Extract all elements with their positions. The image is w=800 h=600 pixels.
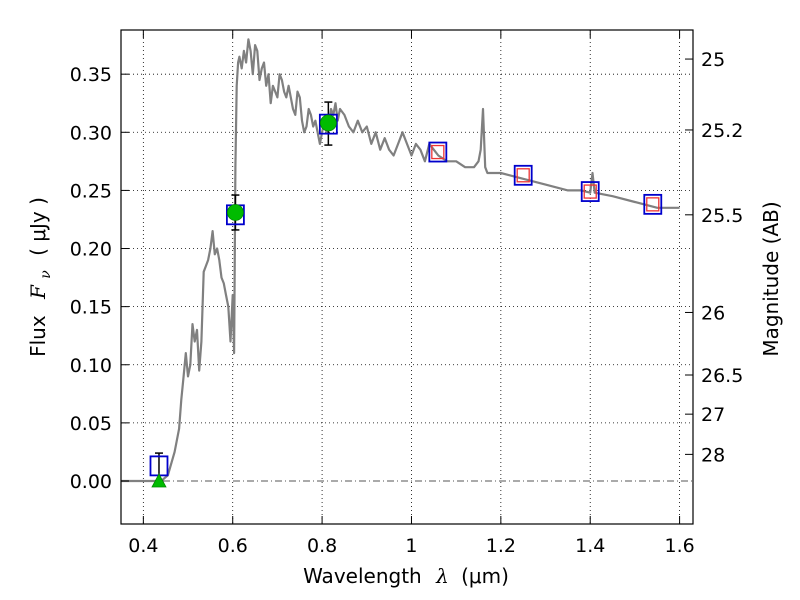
observed-flux-marker <box>580 181 600 202</box>
magnitude-tick-label: 27 <box>701 404 725 426</box>
grid-lines <box>121 30 693 524</box>
observed-flux-marker <box>643 193 663 215</box>
y-tick-labels: 0.00 0.05 0.10 0.15 0.20 0.25 0.30 0.35 <box>70 64 112 493</box>
y-tick-label: 0.25 <box>70 180 112 202</box>
y-tick-label: 0.15 <box>70 297 112 319</box>
x-tick-label: 1 <box>405 535 417 557</box>
y-tick-label: 0.05 <box>70 413 112 435</box>
y-axis-label-subscript: ν <box>38 270 54 279</box>
non-detection-marker <box>151 473 167 488</box>
x-axis-label-unit: (μm) <box>461 564 509 588</box>
x-tick-label: 0.6 <box>218 535 248 557</box>
x-axis-label-symbol: λ <box>435 564 449 588</box>
y-axis-label-text: Flux <box>26 315 50 357</box>
photometry-points <box>149 101 663 488</box>
model-flux-marker <box>583 184 597 199</box>
y-tick-label: 0.00 <box>70 471 112 493</box>
observed-flux-marker <box>513 164 533 186</box>
y-axis-label-unit: ( μJy ) <box>26 197 50 256</box>
x-tick-label: 1.4 <box>575 535 605 557</box>
magnitude-tick-label: 26 <box>701 302 725 324</box>
x-tick-labels: 0.4 0.6 0.8 1 1.2 1.4 1.6 <box>128 535 694 557</box>
y-tick-label: 0.10 <box>70 355 112 377</box>
x-tick-label: 0.4 <box>128 535 158 557</box>
x-axis-label-text: Wavelength <box>303 564 422 588</box>
model-spectrum <box>121 38 680 483</box>
y-axis-label-symbol: F <box>26 284 50 300</box>
model-flux-marker <box>431 144 445 160</box>
y-tick-label: 0.35 <box>70 64 112 86</box>
model-spectrum-line <box>121 38 680 483</box>
magnitude-tick-label: 25 <box>701 49 725 71</box>
observed-flux-marker <box>428 141 448 163</box>
x-axis-label: Wavelength λ (μm) <box>303 564 509 588</box>
x-tick-label: 0.8 <box>307 535 337 557</box>
detection-marker <box>226 204 244 221</box>
magnitude-tick-label: 25.2 <box>701 120 743 142</box>
magnitude-tick-label: 25.5 <box>701 205 743 227</box>
y-axis-label: Flux F ν ( μJy ) <box>26 197 55 357</box>
model-flux-marker <box>516 168 530 183</box>
model-flux-marker <box>646 197 660 212</box>
y-tick-label: 0.20 <box>70 239 112 261</box>
y-tick-label: 0.30 <box>70 122 112 144</box>
axis-ticks <box>121 30 693 524</box>
x-tick-label: 1.2 <box>486 535 516 557</box>
plot-frame <box>120 29 694 525</box>
magnitude-tick-label: 28 <box>701 444 725 466</box>
y2-axis-label: Magnitude (AB) <box>759 201 783 356</box>
magnitude-tick-labels: 25 25.2 25.5 26 26.5 27 28 <box>701 49 743 466</box>
detection-marker <box>319 114 337 132</box>
magnitude-tick-label: 26.5 <box>701 365 743 387</box>
x-tick-label: 1.6 <box>664 535 694 557</box>
